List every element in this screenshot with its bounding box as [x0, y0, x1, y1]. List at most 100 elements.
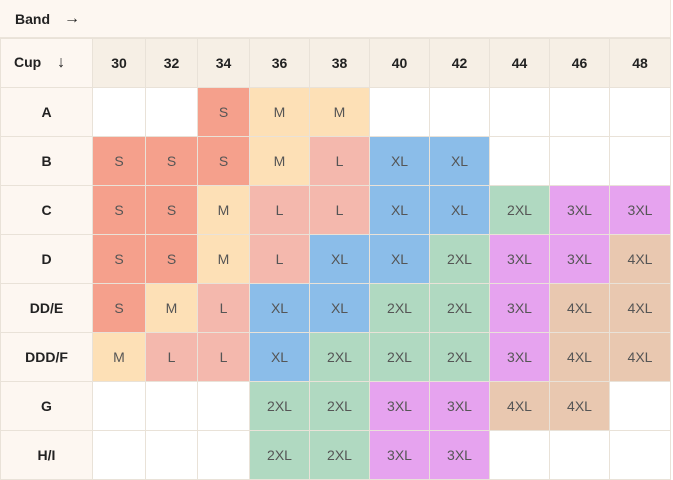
cup-label-cell: A	[0, 87, 93, 137]
size-cell: S	[197, 87, 250, 137]
size-cell: 3XL	[489, 234, 550, 284]
band-header-cell: 42	[429, 38, 490, 88]
size-cell	[549, 87, 610, 137]
size-cell: L	[249, 185, 310, 235]
size-table: Cup ↓ 30 32 34 36 38 40 42 44 46 48 A S M M B S S S M L XL X…	[0, 38, 671, 480]
band-header-cell: 32	[145, 38, 198, 88]
size-cell: M	[249, 136, 310, 186]
size-cell: S	[92, 234, 146, 284]
size-cell: 3XL	[369, 430, 430, 480]
cup-label: Cup	[14, 54, 42, 70]
size-cell: L	[249, 234, 310, 284]
size-cell	[145, 430, 198, 480]
table-row: G 2XL 2XL 3XL 3XL 4XL 4XL	[0, 381, 671, 431]
band-axis-header: Band →	[0, 0, 670, 38]
band-header-cell: 46	[549, 38, 610, 88]
band-header-cell: 30	[92, 38, 146, 88]
size-cell: 2XL	[249, 381, 310, 431]
size-cell	[609, 430, 671, 480]
size-cell: 2XL	[249, 430, 310, 480]
table-row: C S S M L L XL XL 2XL 3XL 3XL	[0, 185, 671, 235]
cup-label-cell: H/I	[0, 430, 93, 480]
size-cell: S	[92, 185, 146, 235]
cup-label-cell: C	[0, 185, 93, 235]
size-cell: 2XL	[429, 332, 490, 382]
size-cell: L	[309, 185, 370, 235]
band-header-row: Cup ↓ 30 32 34 36 38 40 42 44 46 48	[0, 38, 671, 88]
size-cell: 3XL	[549, 185, 610, 235]
size-cell	[489, 430, 550, 480]
size-cell: 4XL	[549, 381, 610, 431]
size-cell: M	[249, 87, 310, 137]
table-row: DD/E S M L XL XL 2XL 2XL 3XL 4XL 4XL	[0, 283, 671, 333]
size-cell	[609, 87, 671, 137]
size-cell	[197, 430, 250, 480]
size-cell	[609, 136, 671, 186]
size-cell	[549, 430, 610, 480]
size-cell: M	[197, 185, 250, 235]
size-table-body: A S M M B S S S M L XL XL C S S M L L XL XL 2XL 3XL 3XL D S S M L XL…	[0, 87, 671, 480]
size-cell: S	[145, 234, 198, 284]
size-cell: 4XL	[609, 283, 671, 333]
band-header-cell: 38	[309, 38, 370, 88]
table-row: B S S S M L XL XL	[0, 136, 671, 186]
size-cell: 4XL	[549, 283, 610, 333]
size-cell: 3XL	[369, 381, 430, 431]
size-cell	[92, 381, 146, 431]
size-cell: XL	[369, 234, 430, 284]
size-cell: 2XL	[369, 283, 430, 333]
band-header-cell: 40	[369, 38, 430, 88]
size-cell: 2XL	[309, 332, 370, 382]
size-cell	[489, 87, 550, 137]
size-cell: 4XL	[609, 332, 671, 382]
size-cell: 4XL	[549, 332, 610, 382]
size-cell: 2XL	[309, 381, 370, 431]
size-cell: S	[145, 185, 198, 235]
size-cell	[145, 87, 198, 137]
size-cell: L	[197, 332, 250, 382]
arrow-right-icon: →	[64, 9, 80, 27]
size-cell: M	[145, 283, 198, 333]
size-cell: XL	[309, 283, 370, 333]
cup-label-cell: B	[0, 136, 93, 186]
table-row: H/I 2XL 2XL 3XL 3XL	[0, 430, 671, 480]
size-cell: 3XL	[429, 430, 490, 480]
size-cell: L	[145, 332, 198, 382]
size-cell	[489, 136, 550, 186]
table-row: D S S M L XL XL 2XL 3XL 3XL 4XL	[0, 234, 671, 284]
size-cell: S	[197, 136, 250, 186]
size-cell: M	[92, 332, 146, 382]
size-cell: S	[92, 136, 146, 186]
size-cell	[197, 381, 250, 431]
size-cell: 3XL	[549, 234, 610, 284]
table-row: DDD/F M L L XL 2XL 2XL 2XL 3XL 4XL 4XL	[0, 332, 671, 382]
size-cell: 3XL	[429, 381, 490, 431]
size-cell: XL	[429, 185, 490, 235]
size-cell	[609, 381, 671, 431]
size-cell: S	[145, 136, 198, 186]
cup-label-cell: D	[0, 234, 93, 284]
size-cell	[369, 87, 430, 137]
size-cell: XL	[249, 283, 310, 333]
size-cell: S	[92, 283, 146, 333]
arrow-down-icon: ↓	[57, 54, 66, 71]
size-cell: 4XL	[609, 234, 671, 284]
size-cell: 3XL	[489, 332, 550, 382]
size-cell: 2XL	[429, 283, 490, 333]
size-cell: XL	[249, 332, 310, 382]
size-cell: 2XL	[309, 430, 370, 480]
size-cell: L	[309, 136, 370, 186]
cup-axis-header: Cup ↓	[0, 38, 93, 88]
size-cell: XL	[369, 185, 430, 235]
size-cell	[429, 87, 490, 137]
size-cell	[549, 136, 610, 186]
size-cell: M	[197, 234, 250, 284]
band-header-cell: 36	[249, 38, 310, 88]
size-cell: 3XL	[609, 185, 671, 235]
size-cell: XL	[309, 234, 370, 284]
cup-label-cell: DDD/F	[0, 332, 93, 382]
cup-label-cell: DD/E	[0, 283, 93, 333]
band-header-cell: 44	[489, 38, 550, 88]
